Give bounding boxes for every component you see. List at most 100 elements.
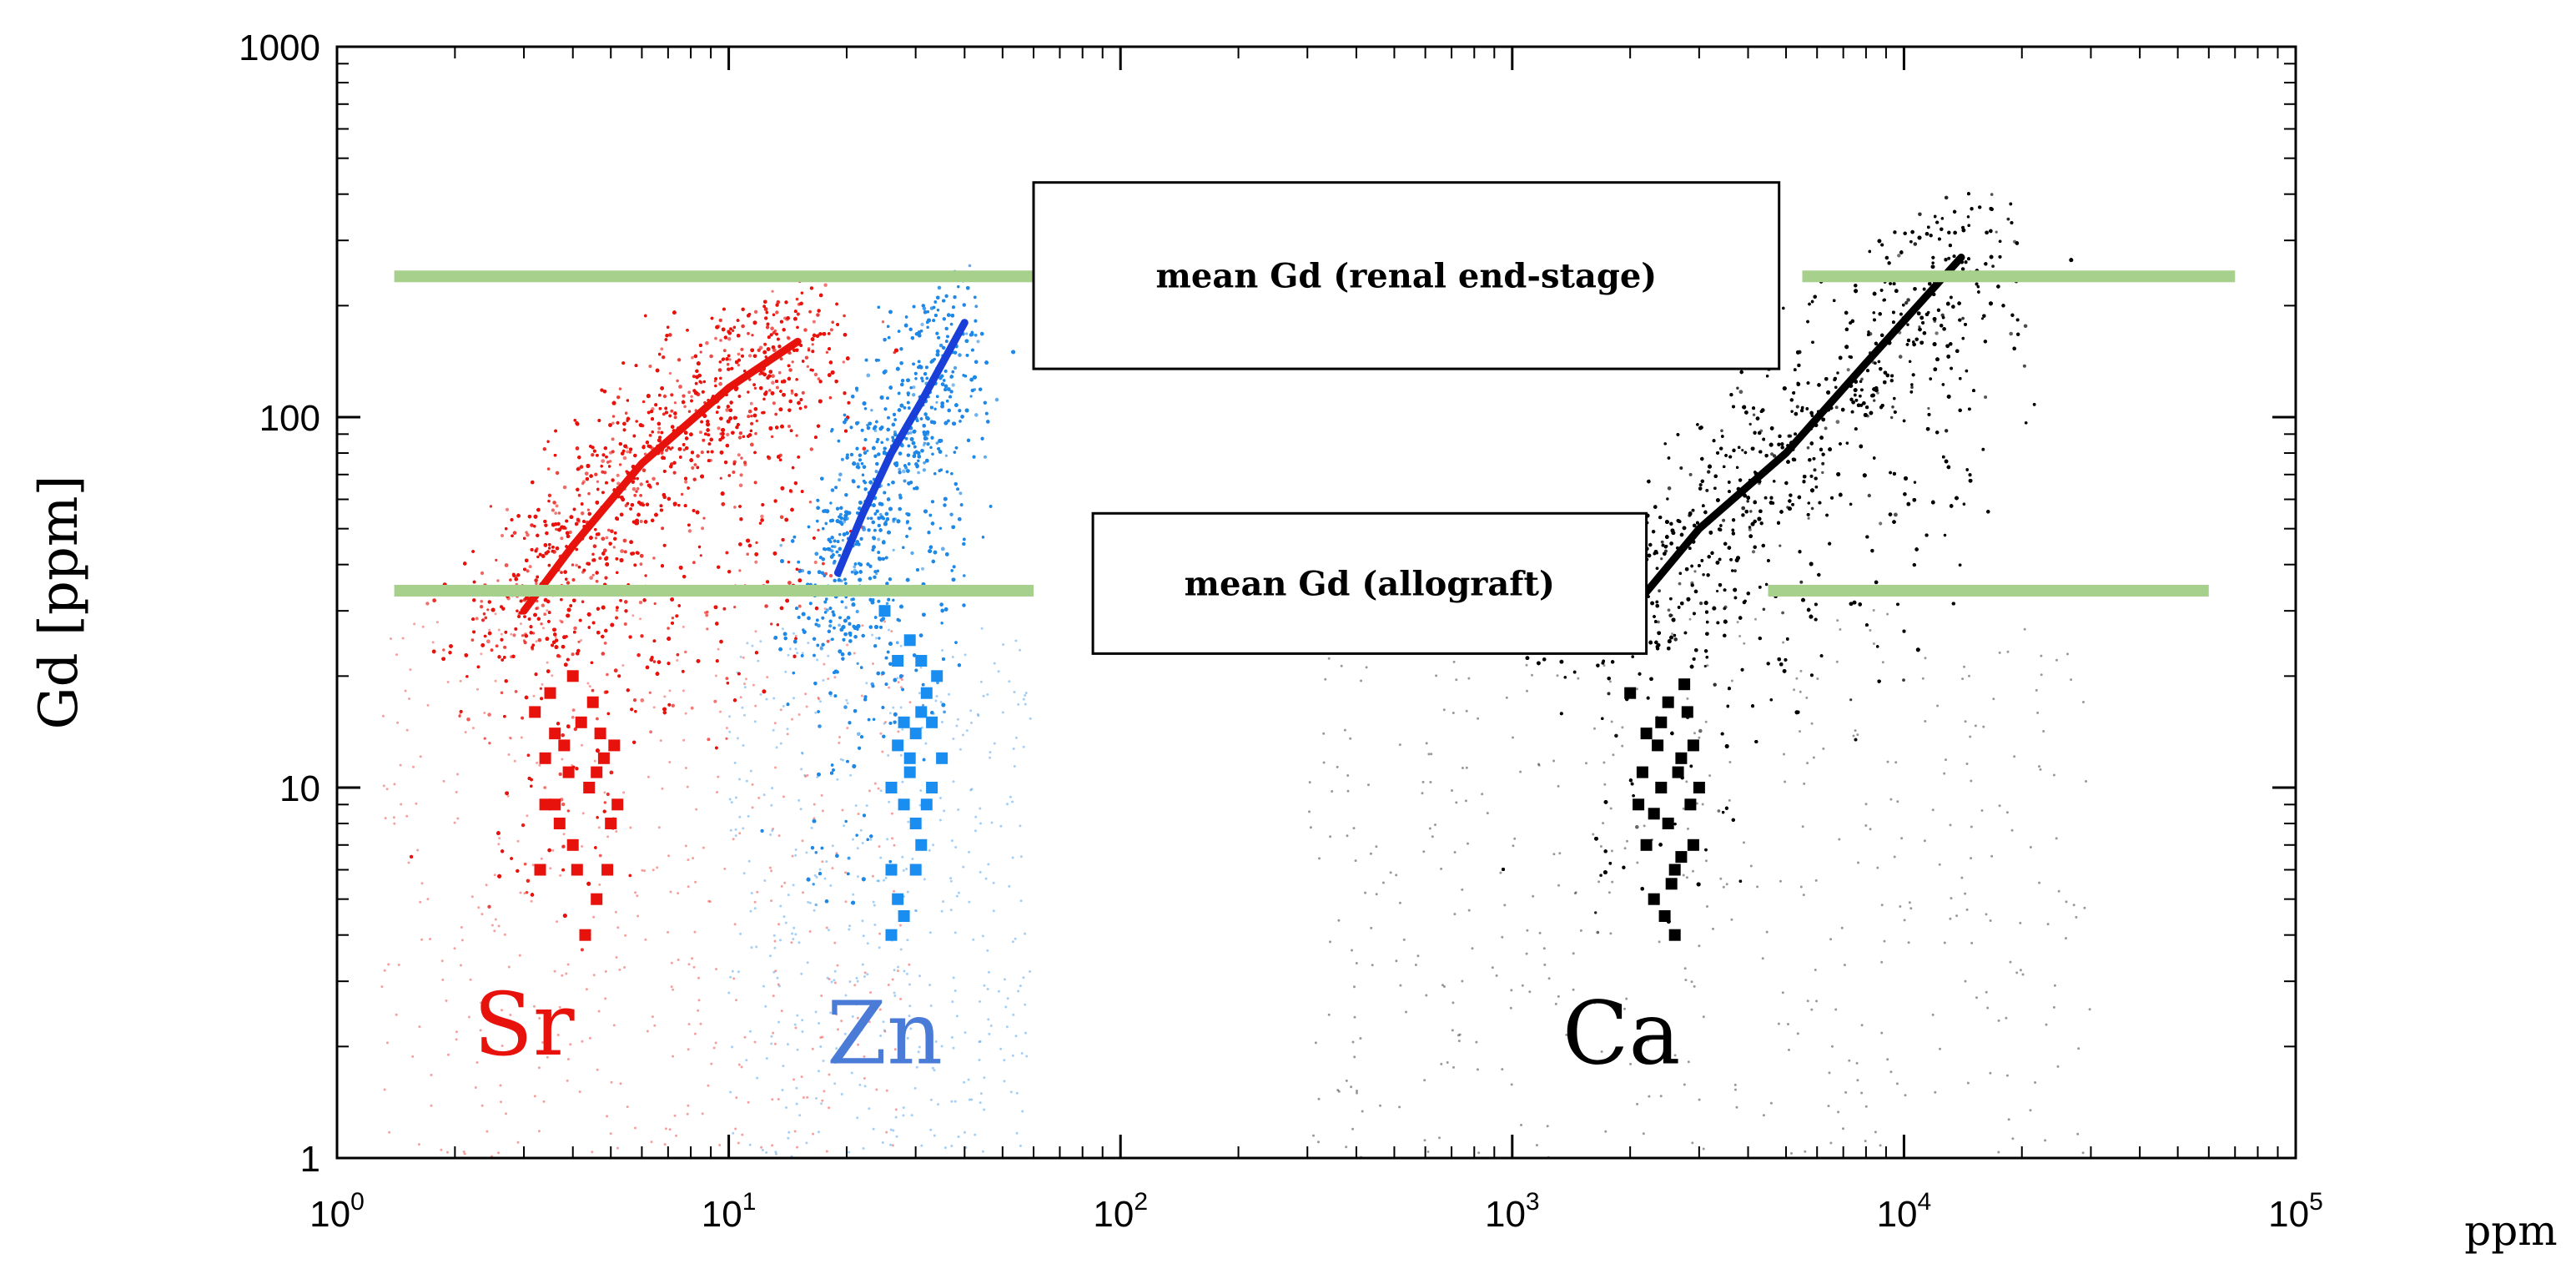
x-axis-title: ppm	[2464, 1206, 2557, 1255]
highlight-point-sr	[583, 782, 596, 793]
highlight-point-sr	[594, 728, 606, 740]
highlight-point-ca	[1693, 782, 1705, 793]
y-tick-label: 10	[279, 768, 320, 809]
highlight-point-zn	[936, 752, 948, 764]
highlight-point-sr	[575, 716, 587, 728]
highlight-point-ca	[1668, 864, 1681, 876]
annotation-allograft-box	[1091, 511, 1648, 655]
highlight-point-ca	[1624, 687, 1637, 699]
highlight-point-ca	[1672, 766, 1684, 778]
y-axis-title: Gd [ppm]	[28, 476, 90, 730]
x-tick-label: 103	[1485, 1188, 1540, 1235]
highlight-point-sr	[586, 696, 599, 708]
highlight-point-zn	[898, 910, 910, 922]
highlight-point-sr	[529, 706, 541, 718]
highlight-point-sr	[534, 864, 546, 876]
highlight-point-zn	[915, 655, 928, 667]
highlight-point-zn	[903, 634, 916, 647]
highlight-point-sr	[539, 798, 551, 811]
y-tick-label: 100	[259, 398, 320, 439]
highlight-point-sr	[562, 766, 575, 778]
scatter-cloud-ca	[1308, 192, 2091, 1160]
trend-layer	[520, 254, 1965, 626]
highlight-point-ca	[1640, 838, 1653, 851]
x-tick-label: 105	[2268, 1188, 2323, 1235]
trend-line-sr	[520, 337, 802, 615]
axes: 100 101 102 103 104 105 1 10 100 1000 Gd [ppm] ppm	[28, 28, 2558, 1255]
highlight-point-zn	[920, 687, 933, 699]
highlight-layer	[529, 605, 1705, 941]
annotation-boxes: mean Gd (renal end-stage) mean Gd (allogr…	[1032, 181, 1781, 655]
highlight-point-sr	[549, 728, 561, 740]
highlight-point-ca	[1665, 878, 1678, 890]
highlight-point-ca	[1678, 678, 1691, 691]
highlight-point-zn	[892, 739, 904, 752]
highlight-point-zn	[909, 864, 922, 876]
x-tick-label: 102	[1093, 1188, 1148, 1235]
highlight-point-ca	[1633, 798, 1645, 811]
x-tick-label: 101	[702, 1188, 757, 1235]
highlight-point-sr	[558, 739, 571, 752]
trend-line-ca	[1618, 254, 1965, 626]
highlight-point-zn	[926, 782, 938, 793]
highlight-point-ca	[1648, 808, 1660, 820]
highlight-point-ca	[1636, 766, 1648, 778]
annotation-renal-end-stage-box	[1032, 181, 1781, 370]
highlight-point-zn	[903, 766, 916, 778]
highlight-point-ca	[1684, 798, 1697, 811]
highlight-point-zn	[909, 818, 922, 829]
highlight-point-zn	[920, 798, 933, 811]
highlight-point-sr	[611, 798, 624, 811]
highlight-point-zn	[898, 798, 910, 811]
plot-frame	[335, 45, 2297, 1160]
highlight-point-zn	[915, 838, 928, 851]
highlight-point-ca	[1675, 752, 1688, 764]
highlight-point-sr	[605, 818, 617, 829]
highlight-point-ca	[1652, 739, 1664, 752]
highlight-point-zn	[898, 716, 910, 728]
highlight-point-zn	[885, 864, 898, 876]
highlight-point-sr	[591, 893, 603, 905]
highlight-point-sr	[571, 864, 583, 876]
highlight-point-zn	[885, 929, 898, 941]
highlight-point-sr	[608, 739, 621, 752]
highlight-point-zn	[903, 752, 916, 764]
highlight-point-sr	[544, 687, 556, 699]
y-tick-label: 1	[300, 1139, 320, 1180]
highlight-point-ca	[1658, 910, 1671, 922]
reference-lines	[394, 270, 2236, 597]
highlight-point-sr	[566, 838, 579, 851]
highlight-point-zn	[926, 716, 938, 728]
highlight-point-sr	[579, 929, 591, 941]
annotation-allograft-text: mean Gd (allograft)	[1185, 564, 1555, 603]
highlight-point-sr	[597, 752, 610, 764]
highlight-point-zn	[878, 605, 891, 617]
highlight-point-ca	[1662, 696, 1674, 708]
highlight-point-ca	[1640, 728, 1653, 740]
highlight-point-sr	[591, 766, 603, 778]
highlight-point-zn	[931, 670, 943, 682]
highlight-point-ca	[1668, 929, 1681, 941]
highlight-point-zn	[915, 706, 928, 718]
highlight-point-ca	[1655, 716, 1668, 728]
labels: Sr Zn Ca	[474, 974, 1681, 1085]
scatter-cloud-zn	[727, 264, 1032, 1158]
highlight-point-ca	[1648, 893, 1660, 905]
highlight-point-zn	[892, 893, 904, 905]
highlight-point-zn	[885, 782, 898, 793]
x-tick-label: 104	[1877, 1188, 1932, 1235]
highlight-point-sr	[601, 864, 614, 876]
highlight-point-zn	[909, 728, 922, 740]
highlight-point-sr	[566, 670, 579, 682]
series-label-ca: Ca	[1562, 983, 1681, 1085]
trend-line-zn	[834, 319, 969, 577]
highlight-point-sr	[549, 798, 561, 811]
y-tick-label: 1000	[239, 28, 320, 68]
highlight-point-ca	[1662, 818, 1674, 829]
highlight-point-ca	[1687, 739, 1699, 752]
series-label-zn: Zn	[827, 983, 943, 1085]
annotation-renal-end-stage-text: mean Gd (renal end-stage)	[1156, 256, 1658, 295]
x-tick-label: 100	[309, 1188, 365, 1235]
highlight-point-zn	[892, 655, 904, 667]
